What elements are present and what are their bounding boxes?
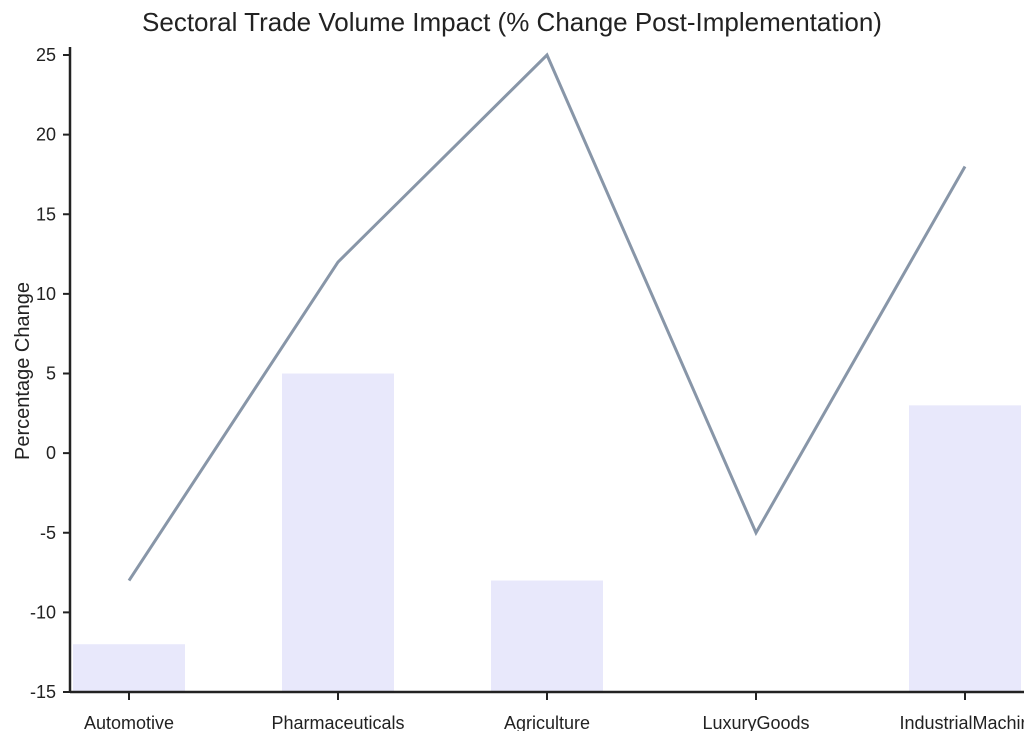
x-tick-label-pharmaceuticals: Pharmaceuticals [271,713,404,731]
bar-industrialmachin [909,405,1021,692]
y-axis-label: Percentage Change [12,282,34,460]
y-tick-label: 5 [46,364,56,384]
x-tick-label-industrialmachin: IndustrialMachin [899,713,1024,731]
chart-title: Sectoral Trade Volume Impact (% Change P… [142,7,882,37]
x-tick-label-automotive: Automotive [84,713,174,731]
bars-layer [73,373,1021,692]
series-line [127,52,967,582]
bar-pharmaceuticals [282,373,394,692]
y-tick-label: -10 [30,602,56,622]
x-ticks: Automotive Pharmaceuticals Agriculture Luxu… [84,692,1024,731]
bar-agriculture [491,580,603,692]
y-tick-label: -5 [40,523,56,543]
x-tick-label-agriculture: Agriculture [504,713,590,731]
y-tick-label: 0 [46,443,56,463]
y-tick-label: 10 [36,284,56,304]
y-tick-label: 15 [36,204,56,224]
bar-automotive [73,644,185,692]
y-tick-label: 25 [36,45,56,65]
y-tick-label: -15 [30,682,56,702]
y-tick-label: 20 [36,125,56,145]
y-ticks: 25 20 15 10 5 0 -5 -10 -15 [30,45,70,702]
line-layer [127,52,967,582]
x-tick-label-luxurygoods: LuxuryGoods [702,713,809,731]
